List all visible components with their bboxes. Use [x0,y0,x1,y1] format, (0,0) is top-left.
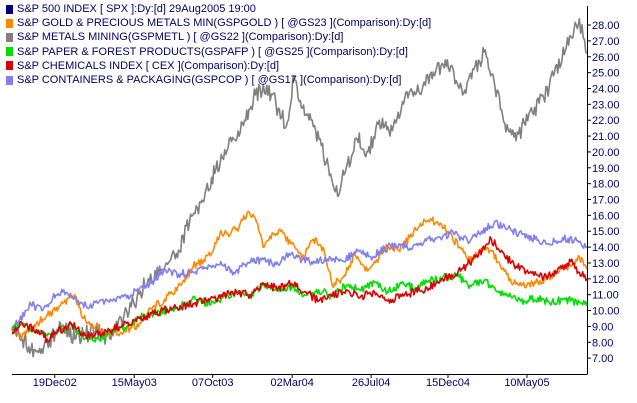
legend-entry-metals-mining[interactable]: S&P METALS MINING(GSPMETL ) [ @GS22 ](Co… [6,30,431,44]
legend-swatch [6,61,13,71]
header-label: S&P 500 INDEX [ SPX ]:Dy:[d] 29Aug2005 1… [17,3,256,15]
legend-entry-gold[interactable]: S&P GOLD & PRECIOUS METALS MIN(GSPGOLD )… [6,16,431,30]
series-line [11,210,588,340]
x-tick-label: 19Dec02 [33,377,77,389]
legend-header: S&P 500 INDEX [ SPX ]:Dy:[d] 29Aug2005 1… [6,2,431,16]
y-tick-label: 17.00 [592,195,620,207]
y-tick-label: 25.00 [592,68,620,80]
legend-entry-chemicals[interactable]: S&P CHEMICALS INDEX [ CEX ](Comparison):… [6,59,431,73]
y-tick-label: 26.00 [592,52,620,64]
y-tick-label: 24.00 [592,83,620,95]
x-axis-ticks: 19Dec02 15May03 07Oct03 02Mar04 26Jul04 15Dec… [33,374,550,389]
chart-legend: S&P 500 INDEX [ SPX ]:Dy:[d] 29Aug2005 1… [6,2,431,87]
series-line [11,236,588,343]
legend-swatch [6,18,13,28]
y-tick-label: 18.00 [592,179,620,191]
y-tick-label: 10.00 [592,306,620,318]
y-tick-label: 8.00 [592,337,613,349]
y-tick-label: 14.00 [592,242,620,254]
legend-swatch [6,33,13,42]
legend-label: S&P GOLD & PRECIOUS METALS MIN(GSPGOLD )… [17,17,432,30]
x-tick-label: 15Dec04 [426,377,470,389]
y-axis-ticks: 7.00 8.00 9.00 10.00 11.00 12.00 13.00 14.00 15.… [587,20,620,365]
y-tick-label: 28.00 [592,20,620,32]
y-tick-label: 22.00 [592,115,620,127]
series-layer [11,17,588,358]
series-line [11,219,588,329]
legend-swatch-header [6,4,13,14]
x-tick-label: 26Jul04 [352,377,391,389]
legend-label: S&P CONTAINERS & PACKAGING(GSPCOP ) [ @G… [17,74,402,87]
y-tick-label: 21.00 [592,131,620,143]
x-tick-label: 10May05 [504,377,549,389]
y-tick-label: 27.00 [592,36,620,48]
y-tick-label: 7.00 [592,353,613,365]
series-line [11,271,588,343]
x-tick-label: 07Oct03 [192,377,234,389]
x-tick-label: 15May03 [112,377,157,389]
legend-swatch [6,47,13,57]
legend-swatch [6,75,13,85]
y-tick-label: 13.00 [592,258,620,270]
x-tick-label: 02Mar04 [270,377,313,389]
y-tick-label: 15.00 [592,226,620,238]
y-tick-label: 23.00 [592,99,620,111]
y-tick-label: 20.00 [592,147,620,159]
legend-label: S&P METALS MINING(GSPMETL ) [ @GS22 ](Co… [17,31,344,44]
y-tick-label: 11.00 [592,290,619,302]
y-tick-label: 12.00 [592,274,620,286]
y-tick-label: 16.00 [592,210,620,222]
legend-label: S&P CHEMICALS INDEX [ CEX ](Comparison):… [17,59,280,72]
legend-entry-paper-forest[interactable]: S&P PAPER & FOREST PRODUCTS(GSPAFP ) [ @… [6,45,431,59]
legend-entry-containers[interactable]: S&P CONTAINERS & PACKAGING(GSPCOP ) [ @G… [6,73,431,87]
y-tick-label: 19.00 [592,163,620,175]
legend-label: S&P PAPER & FOREST PRODUCTS(GSPAFP ) [ @… [17,45,408,58]
y-tick-label: 9.00 [592,321,613,333]
